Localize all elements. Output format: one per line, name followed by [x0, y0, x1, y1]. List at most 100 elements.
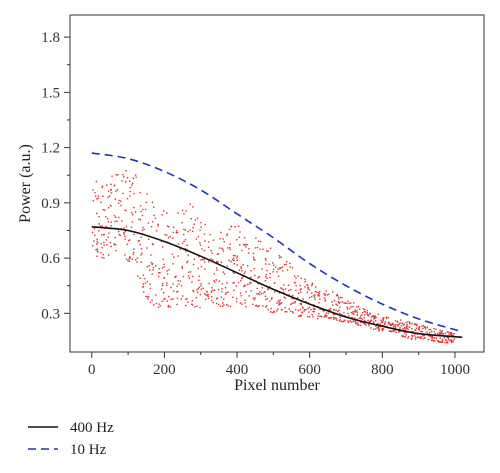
scatter-point [250, 276, 252, 278]
scatter-point [226, 265, 229, 267]
scatter-point [382, 324, 385, 327]
scatter-point [117, 173, 119, 176]
scatter-point [136, 257, 139, 259]
scatter-point [337, 301, 339, 303]
scatter-point [246, 283, 249, 286]
scatter-point [155, 230, 158, 232]
scatter-point [174, 276, 176, 279]
scatter-point [255, 237, 257, 239]
scatter-point [103, 241, 105, 244]
scatter-point [141, 214, 144, 217]
scatter-point [283, 264, 286, 266]
scatter-point [292, 302, 294, 304]
scatter-point [358, 317, 361, 319]
scatter-point [422, 338, 425, 340]
scatter-point [127, 239, 130, 242]
scatter-point [158, 272, 160, 274]
scatter-point [212, 239, 215, 241]
scatter-point [133, 192, 135, 195]
scatter-point [279, 268, 281, 270]
scatter-point [236, 257, 238, 259]
scatter-point [131, 221, 134, 223]
scatter-point [337, 310, 339, 313]
scatter-point [254, 247, 257, 249]
scatter-point [175, 275, 177, 277]
scatter-point [415, 327, 418, 329]
scatter-point [258, 305, 260, 307]
scatter-point [236, 259, 238, 261]
scatter-point [171, 253, 174, 255]
scatter-point [405, 321, 407, 324]
scatter-point [130, 226, 133, 228]
scatter-point [140, 236, 142, 239]
scatter-point [149, 287, 152, 290]
scatter-point [177, 279, 179, 282]
scatter-point [448, 331, 450, 333]
scatter-point [284, 311, 286, 313]
scatter-point [450, 339, 452, 341]
scatter-point [338, 302, 340, 304]
scatter-point [243, 272, 246, 275]
scatter-point [223, 241, 225, 243]
scatter-point [161, 284, 164, 287]
scatter-point [197, 287, 199, 290]
scatter-point [203, 258, 205, 261]
scatter-point [317, 292, 320, 294]
scatter-point [444, 341, 446, 344]
scatter-point [279, 267, 281, 269]
scatter-point [102, 253, 105, 256]
scatter-point [427, 338, 430, 341]
scatter-point [255, 305, 258, 307]
scatter-point [391, 323, 393, 326]
scatter-point [97, 242, 99, 244]
scatter-point [241, 270, 243, 272]
scatter-point [265, 259, 267, 262]
scatter-point [131, 212, 133, 214]
scatter-point [183, 213, 185, 215]
scatter-point [110, 183, 112, 186]
scatter-point [389, 323, 392, 326]
scatter-point [303, 310, 305, 312]
scatter-point [203, 293, 206, 295]
scatter-point [337, 296, 340, 298]
scatter-point [226, 234, 228, 237]
scatter-point [290, 303, 292, 306]
scatter-point [236, 264, 238, 266]
scatter-point [297, 292, 300, 294]
scatter-point [294, 281, 296, 284]
scatter-point [260, 292, 263, 295]
scatter-point [411, 328, 413, 330]
scatter-point [229, 305, 232, 308]
scatter-point [146, 296, 149, 298]
scatter-point [350, 306, 352, 308]
scatter-point [389, 330, 392, 332]
scatter-point [363, 308, 366, 311]
scatter-point [408, 326, 411, 328]
scatter-point [297, 275, 299, 277]
scatter-point [126, 198, 129, 200]
scatter-point [252, 256, 255, 259]
scatter-point [292, 311, 294, 314]
scatter-point [272, 264, 275, 266]
scatter-point [300, 288, 302, 290]
scatter-point [343, 319, 346, 321]
scatter-point [422, 324, 425, 327]
scatter-point [369, 320, 371, 323]
scatter-point [347, 312, 349, 315]
scatter-point [244, 299, 246, 301]
scatter-point [256, 246, 259, 249]
scatter-point [331, 291, 334, 293]
scatter-point [103, 233, 105, 236]
scatter-point [196, 305, 198, 307]
scatter-point [367, 315, 370, 317]
scatter-point [240, 295, 242, 297]
scatter-point [185, 298, 187, 301]
scatter-point [401, 335, 404, 338]
scatter-point [286, 311, 288, 313]
scatter-point [440, 331, 442, 333]
scatter-point [172, 298, 174, 300]
scatter-point [236, 255, 239, 258]
scatter-point [193, 258, 195, 260]
scatter-point [389, 324, 392, 327]
scatter-point [114, 198, 117, 200]
